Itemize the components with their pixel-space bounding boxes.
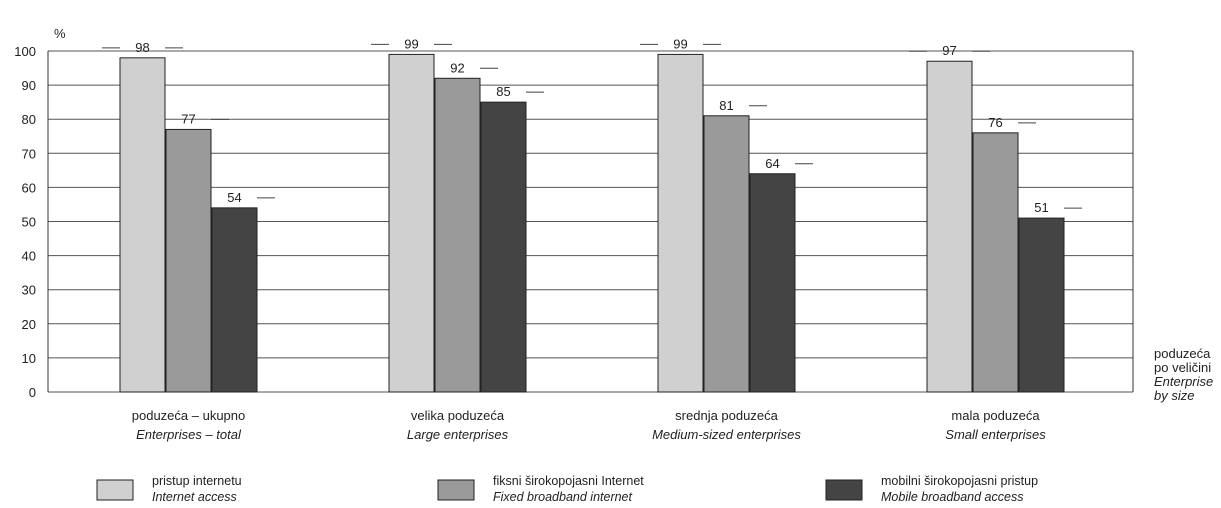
legend-label-en: Internet access: [152, 490, 237, 504]
y-tick-label: 30: [22, 283, 36, 298]
category-labels: poduzeća – ukupno Enterprises – total veli…: [132, 408, 1046, 442]
legend-label-en: Mobile broadband access: [881, 490, 1023, 504]
data-label: 85: [496, 84, 510, 99]
category-label: mala poduzeća: [951, 408, 1040, 423]
bar: [480, 101, 527, 393]
bar: [926, 60, 973, 393]
bars: 98 99 99 97 77 92 81 76 54 85 64 51: [102, 36, 1082, 393]
x-axis-title-line: by size: [1154, 388, 1194, 403]
bar: [388, 53, 435, 393]
data-label: 64: [765, 156, 779, 171]
y-tick-label: 100: [14, 44, 36, 59]
legend-label-en: Fixed broadband internet: [493, 490, 633, 504]
category-label: velika poduzeća: [411, 408, 505, 423]
bar: [119, 57, 166, 393]
legend-swatch: [437, 479, 475, 501]
data-label: 77: [181, 111, 195, 126]
y-axis-ticks: 0 10 20 30 40 50 60 70 80 90 100: [14, 44, 36, 400]
legend-label: mobilni širokopojasni pristup: [881, 474, 1038, 488]
legend-swatch: [96, 479, 134, 501]
category-label-en: Enterprises – total: [136, 427, 242, 442]
bar: [703, 115, 750, 393]
y-tick-label: 50: [22, 215, 36, 230]
data-label: 92: [450, 60, 464, 75]
data-label: 51: [1034, 200, 1048, 215]
bar: [165, 128, 212, 393]
x-axis-title-line: Enterprise: [1154, 374, 1213, 389]
y-tick-label: 90: [22, 78, 36, 93]
category-label: srednja poduzeća: [675, 408, 778, 423]
bar: [972, 132, 1019, 393]
bar: [657, 53, 704, 393]
category-label: poduzeća – ukupno: [132, 408, 245, 423]
data-label: 98: [135, 40, 149, 55]
data-label: 99: [404, 36, 418, 51]
y-tick-label: 80: [22, 112, 36, 127]
data-label: 99: [673, 36, 687, 51]
x-axis-title-line: po veličini: [1154, 360, 1211, 375]
y-tick-label: 40: [22, 249, 36, 264]
bar: [749, 173, 796, 393]
bar: [211, 207, 258, 393]
y-tick-label: 70: [22, 146, 36, 161]
y-tick-label: 60: [22, 180, 36, 195]
category-label-en: Small enterprises: [945, 427, 1046, 442]
legend-label: pristup internetu: [152, 474, 242, 488]
category-label-en: Large enterprises: [407, 427, 509, 442]
y-tick-label: 20: [22, 317, 36, 332]
data-label: 97: [942, 43, 956, 58]
data-label: 54: [227, 190, 241, 205]
legend-swatch: [825, 479, 863, 501]
legend: pristup internetu Internet access fiksni š…: [96, 474, 1038, 504]
bar: [434, 77, 481, 393]
data-label: 81: [719, 98, 733, 113]
x-axis-title-line: poduzeća: [1154, 346, 1211, 361]
bar: [1018, 217, 1065, 393]
legend-label: fiksni širokopojasni Internet: [493, 474, 644, 488]
y-tick-label: 0: [29, 385, 36, 400]
y-axis-unit: %: [54, 26, 66, 41]
y-tick-label: 10: [22, 351, 36, 366]
category-label-en: Medium-sized enterprises: [652, 427, 801, 442]
data-label: 76: [988, 115, 1002, 130]
